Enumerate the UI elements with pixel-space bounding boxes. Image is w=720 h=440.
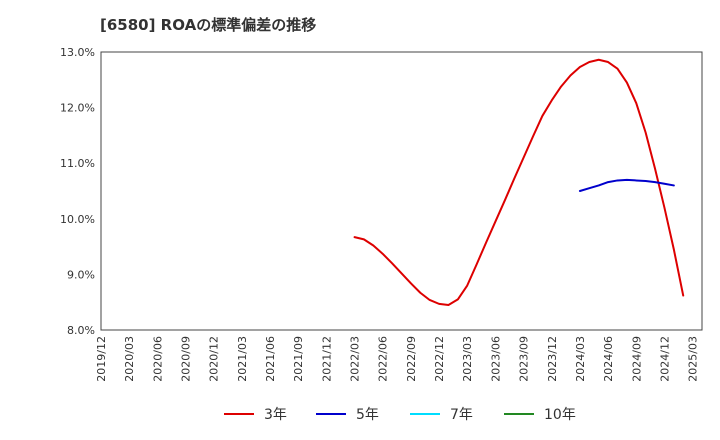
x-tick-label: 2020/03 (123, 336, 136, 382)
y-tick-label: 11.0% (60, 157, 95, 170)
y-tick-label: 12.0% (60, 102, 95, 115)
x-tick-label: 2020/09 (180, 336, 193, 382)
y-tick-label: 9.0% (67, 268, 95, 281)
legend: 3年 5年 7年 10年 (224, 407, 576, 423)
x-tick-label: 2022/09 (405, 336, 418, 382)
x-tick-label: 2024/03 (574, 336, 587, 382)
y-tick-label: 10.0% (60, 213, 95, 226)
legend-label: 3年 (264, 407, 287, 423)
legend-label: 7年 (450, 407, 473, 423)
x-tick-label: 2020/06 (151, 336, 164, 382)
x-tick-label: 2021/12 (320, 336, 333, 382)
y-tick-label: 13.0% (60, 46, 95, 59)
x-axis: 2019/12 2020/03 2020/06 2020/09 2020/12 2021/… (95, 336, 700, 382)
series-line (353, 58, 685, 306)
x-tick-label: 2023/03 (461, 336, 474, 382)
x-tick-label: 2021/03 (236, 336, 249, 382)
plot-background (101, 52, 702, 330)
x-tick-label: 2022/06 (377, 336, 390, 382)
x-tick-label: 2023/06 (489, 336, 502, 382)
series-lines (353, 58, 685, 306)
x-tick-label: 2024/09 (630, 336, 643, 382)
plot-border (100, 51, 703, 331)
x-tick-label: 2021/06 (264, 336, 277, 382)
x-tick-label: 2020/12 (208, 336, 221, 382)
y-axis: 8.0% 9.0% 10.0% 11.0% 12.0% 13.0% (60, 46, 95, 337)
x-tick-label: 2022/03 (349, 336, 362, 382)
series-line (578, 178, 675, 192)
plot-area (100, 51, 703, 331)
x-tick-label: 2019/12 (95, 336, 108, 382)
x-tick-label: 2021/09 (292, 336, 305, 382)
x-tick-label: 2024/12 (658, 336, 671, 382)
legend-label: 5年 (356, 407, 379, 423)
x-tick-label: 2025/03 (687, 336, 700, 382)
chart-title: [6580] ROAの標準偏差の推移 (100, 16, 316, 34)
x-tick-label: 2023/09 (518, 336, 531, 382)
x-tick-label: 2023/12 (546, 336, 559, 382)
legend-label: 10年 (544, 407, 576, 423)
x-tick-label: 2024/06 (602, 336, 615, 382)
y-tick-label: 8.0% (67, 324, 95, 337)
x-tick-label: 2022/12 (433, 336, 446, 382)
